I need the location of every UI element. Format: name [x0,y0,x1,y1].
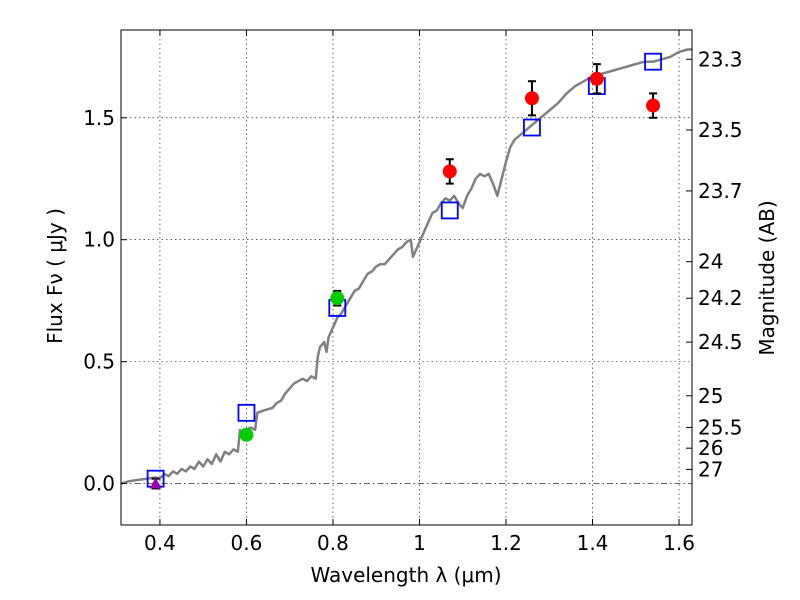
mag-tick-label: 26 [698,436,723,460]
model-flux-square [523,118,541,137]
mag-tick-label: 25 [698,384,723,408]
y-tick-label: 0.5 [83,350,115,374]
nir-flux-point [524,91,539,106]
nir-flux-point [589,71,604,86]
mag-tick-label: 25.5 [698,415,743,439]
x-tick-label: 1 [413,531,426,555]
y2-axis-label: Magnitude (AB) [755,200,779,355]
y-tick-label: 0.0 [83,472,115,496]
plot-frame [120,29,693,526]
x-tick-label: 0.4 [144,531,176,555]
grid [121,30,692,525]
mag-tick-label: 23.7 [698,179,743,203]
x-tick-label: 0.6 [231,531,263,555]
mag-tick-label: 23.3 [698,47,743,71]
optical-flux-point [330,291,345,306]
mag-tick-label: 24.5 [698,330,743,354]
nir-flux-point [646,98,661,113]
optical-flux-point [239,427,254,442]
model-spectrum-line [120,48,692,485]
y-tick-label: 1.0 [83,228,115,252]
x-tick-label: 1.4 [577,531,609,555]
x-tick-label: 0.8 [317,531,349,555]
model-flux-square [237,403,256,422]
x-axis-label: Wavelength λ (μm) [310,563,501,587]
model-spectrum-layer [120,48,692,485]
mag-tick-label: 23.5 [698,118,743,142]
upper-limit-triangle [149,477,162,489]
mag-tick-label: 24.2 [698,286,743,310]
mag-tick-label: 27 [698,457,723,481]
y-tick-label: 1.5 [83,106,115,130]
model-flux-square [644,52,662,71]
markers-layer [146,52,662,490]
x-tick-label: 1.6 [663,531,695,555]
model-flux-square [440,201,459,220]
mag-tick-label: 24 [698,250,723,274]
y-axis-label: Flux Fν ( μJy ) [43,208,67,344]
ticks: 0.4 0.6 0.8 1 1.2 1.4 1.6 0.0 0.5 1.0 1.5 23.3 23.5 2… [83,30,743,555]
x-tick-label: 1.2 [490,531,522,555]
nir-flux-point [442,164,457,179]
